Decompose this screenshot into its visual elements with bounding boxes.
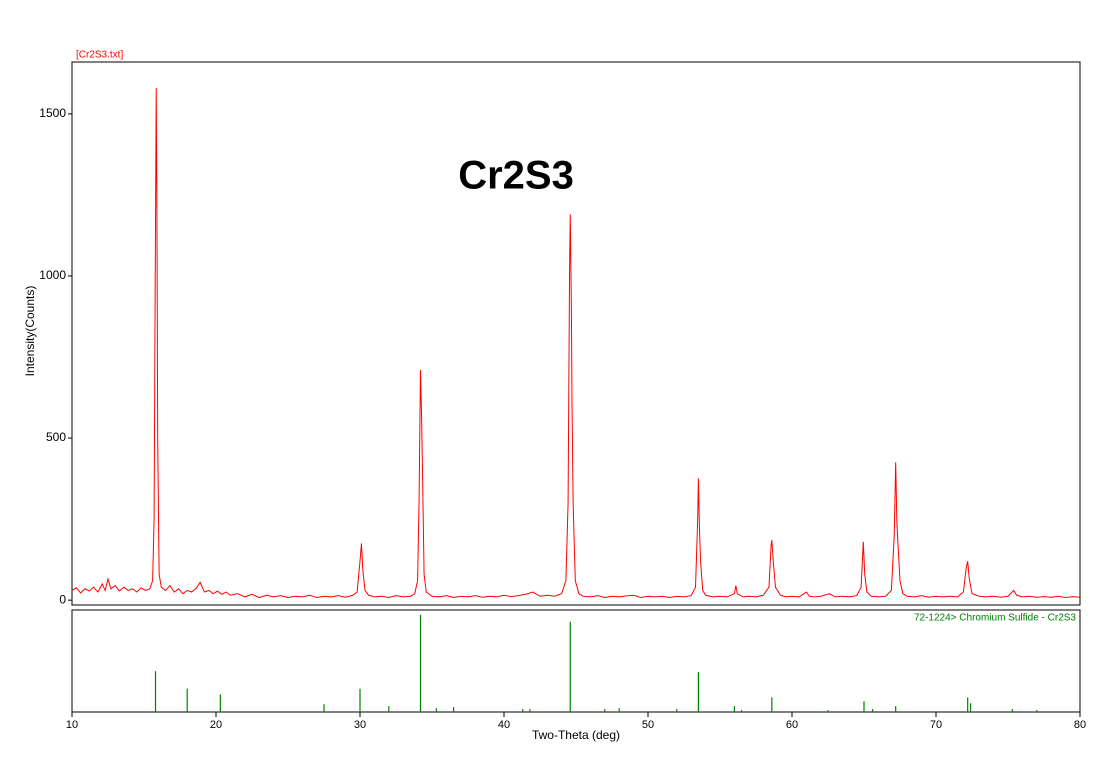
legend-label: 72-1224> Chromium Sulfide - Cr2S3 — [914, 613, 1076, 624]
y-tick-label: 1500 — [39, 106, 66, 120]
y-tick-label: 0 — [59, 592, 66, 606]
reference-frame — [71, 609, 1081, 713]
x-tick-label: 20 — [210, 719, 222, 731]
y-tick-label: 1000 — [39, 268, 66, 282]
x-tick-label: 50 — [642, 719, 654, 731]
x-tick-label: 60 — [786, 719, 798, 731]
x-tick-label: 30 — [354, 719, 366, 731]
plot-frame — [71, 61, 1081, 606]
annotation: Cr2S3 — [458, 154, 574, 198]
x-tick-label: 10 — [66, 719, 78, 731]
y-tick-label: 500 — [46, 430, 66, 444]
x-tick-label: 80 — [1074, 719, 1086, 731]
y-axis-label: Intensity(Counts) — [23, 286, 37, 377]
x-tick-label: 70 — [930, 719, 942, 731]
intensity-line — [71, 87, 1081, 599]
x-axis-label: Two-Theta (deg) — [532, 728, 620, 742]
x-tick-label: 40 — [498, 719, 510, 731]
file-label: [Cr2S3.txt] — [76, 50, 123, 61]
